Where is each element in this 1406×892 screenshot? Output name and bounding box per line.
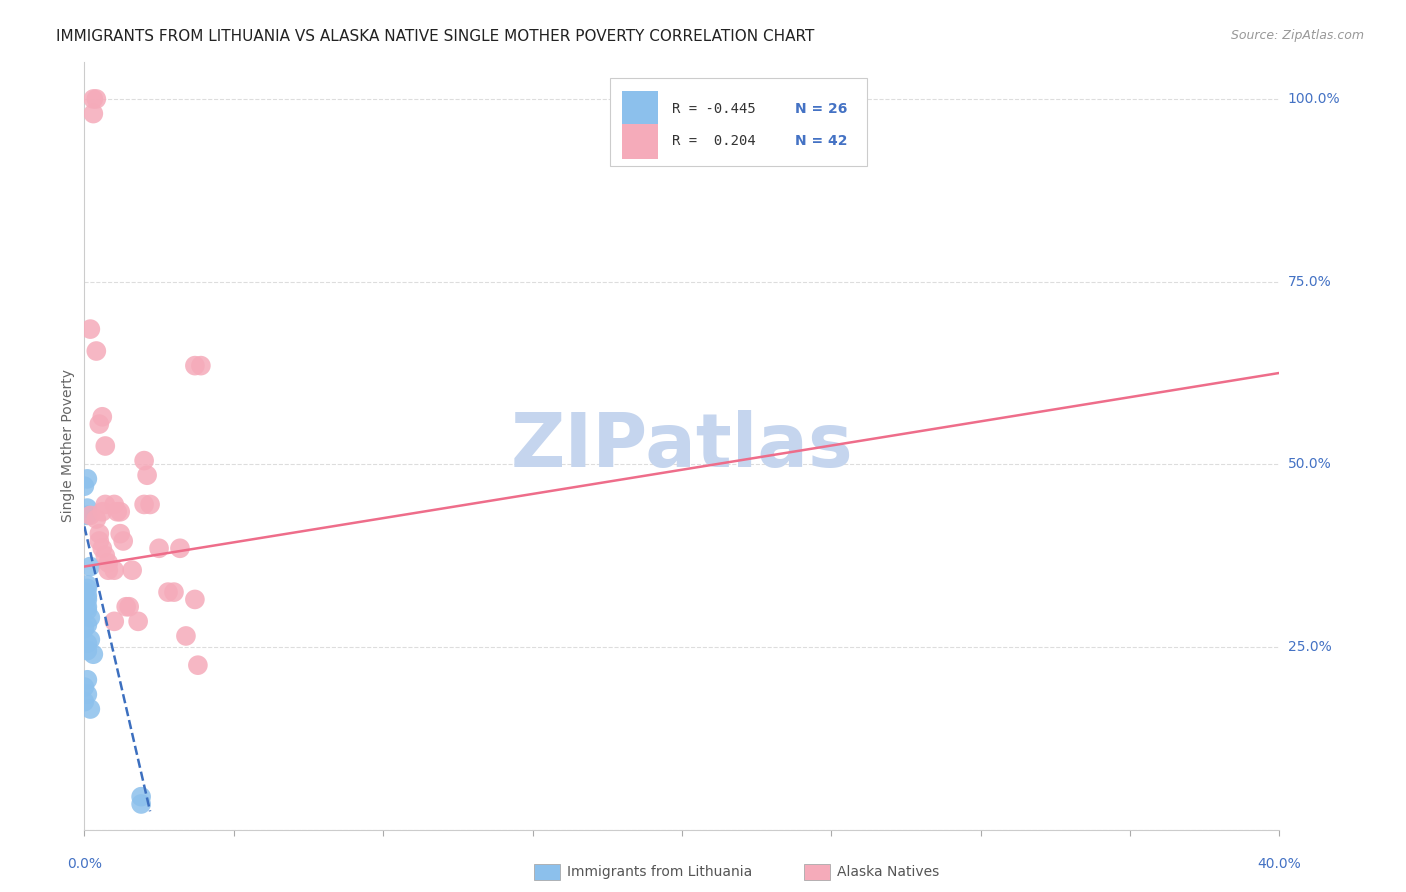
Point: [76, 589, 98, 603]
Point: [129, 789, 152, 804]
Point: [157, 585, 180, 599]
Point: [86, 92, 108, 106]
Point: [89, 526, 111, 541]
Point: [86, 512, 108, 526]
Text: 75.0%: 75.0%: [1288, 275, 1331, 289]
Point: [103, 498, 125, 512]
Bar: [610, 78, 868, 166]
Point: [79, 702, 101, 716]
Point: [118, 599, 141, 614]
Point: [103, 563, 125, 577]
Point: [127, 615, 149, 629]
Text: R = -0.445: R = -0.445: [672, 102, 756, 116]
Point: [89, 417, 111, 431]
Point: [79, 559, 101, 574]
Point: [129, 797, 152, 811]
Point: [103, 615, 125, 629]
Point: [79, 322, 101, 336]
Text: IMMIGRANTS FROM LITHUANIA VS ALASKA NATIVE SINGLE MOTHER POVERTY CORRELATION CHA: IMMIGRANTS FROM LITHUANIA VS ALASKA NATI…: [56, 29, 814, 44]
Point: [73, 680, 96, 694]
Point: [132, 498, 156, 512]
Point: [73, 479, 96, 493]
Point: [76, 599, 98, 614]
Point: [97, 563, 120, 577]
Point: [110, 505, 132, 519]
Point: [76, 636, 98, 650]
Point: [73, 622, 96, 636]
Point: [132, 453, 156, 467]
Point: [76, 501, 98, 516]
Point: [112, 533, 135, 548]
Point: [76, 578, 98, 592]
Point: [76, 687, 98, 701]
Point: [139, 498, 162, 512]
Text: 50.0%: 50.0%: [1288, 458, 1331, 471]
Point: [94, 439, 117, 453]
Point: [174, 629, 197, 643]
Point: [76, 582, 98, 596]
Point: [91, 505, 114, 519]
Text: Source: ZipAtlas.com: Source: ZipAtlas.com: [1230, 29, 1364, 42]
Point: [76, 603, 98, 617]
Point: [73, 585, 96, 599]
Point: [79, 508, 101, 523]
Text: R =  0.204: R = 0.204: [672, 135, 756, 148]
Text: 0.0%: 0.0%: [67, 857, 101, 871]
Point: [105, 505, 128, 519]
Point: [91, 409, 114, 424]
Point: [94, 498, 117, 512]
Point: [82, 647, 104, 661]
Point: [184, 359, 207, 373]
Point: [97, 556, 120, 570]
Bar: [623, 124, 658, 159]
Point: [190, 359, 212, 373]
Point: [82, 92, 104, 106]
Point: [86, 344, 108, 359]
Point: [110, 526, 132, 541]
Point: [91, 541, 114, 556]
Point: [115, 599, 138, 614]
Point: [73, 695, 96, 709]
Text: N = 26: N = 26: [796, 102, 848, 116]
Point: [76, 508, 98, 523]
Point: [79, 610, 101, 624]
Point: [187, 658, 209, 673]
Y-axis label: Single Mother Poverty: Single Mother Poverty: [62, 369, 76, 523]
Text: Alaska Natives: Alaska Natives: [837, 865, 939, 880]
Text: ZIPatlas: ZIPatlas: [510, 409, 853, 483]
Text: N = 42: N = 42: [796, 135, 848, 148]
Point: [76, 472, 98, 486]
Point: [82, 106, 104, 120]
Point: [136, 468, 159, 483]
Point: [148, 541, 170, 556]
Bar: [623, 91, 658, 126]
Point: [89, 533, 111, 548]
Point: [76, 673, 98, 687]
Point: [79, 632, 101, 647]
Point: [76, 592, 98, 607]
Point: [163, 585, 186, 599]
Point: [121, 563, 143, 577]
Point: [169, 541, 191, 556]
Text: Immigrants from Lithuania: Immigrants from Lithuania: [567, 865, 752, 880]
Point: [94, 549, 117, 563]
Point: [76, 643, 98, 657]
Point: [76, 618, 98, 632]
Point: [184, 592, 207, 607]
Text: 100.0%: 100.0%: [1288, 92, 1340, 106]
Text: 40.0%: 40.0%: [1257, 857, 1302, 871]
Text: 25.0%: 25.0%: [1288, 640, 1331, 654]
